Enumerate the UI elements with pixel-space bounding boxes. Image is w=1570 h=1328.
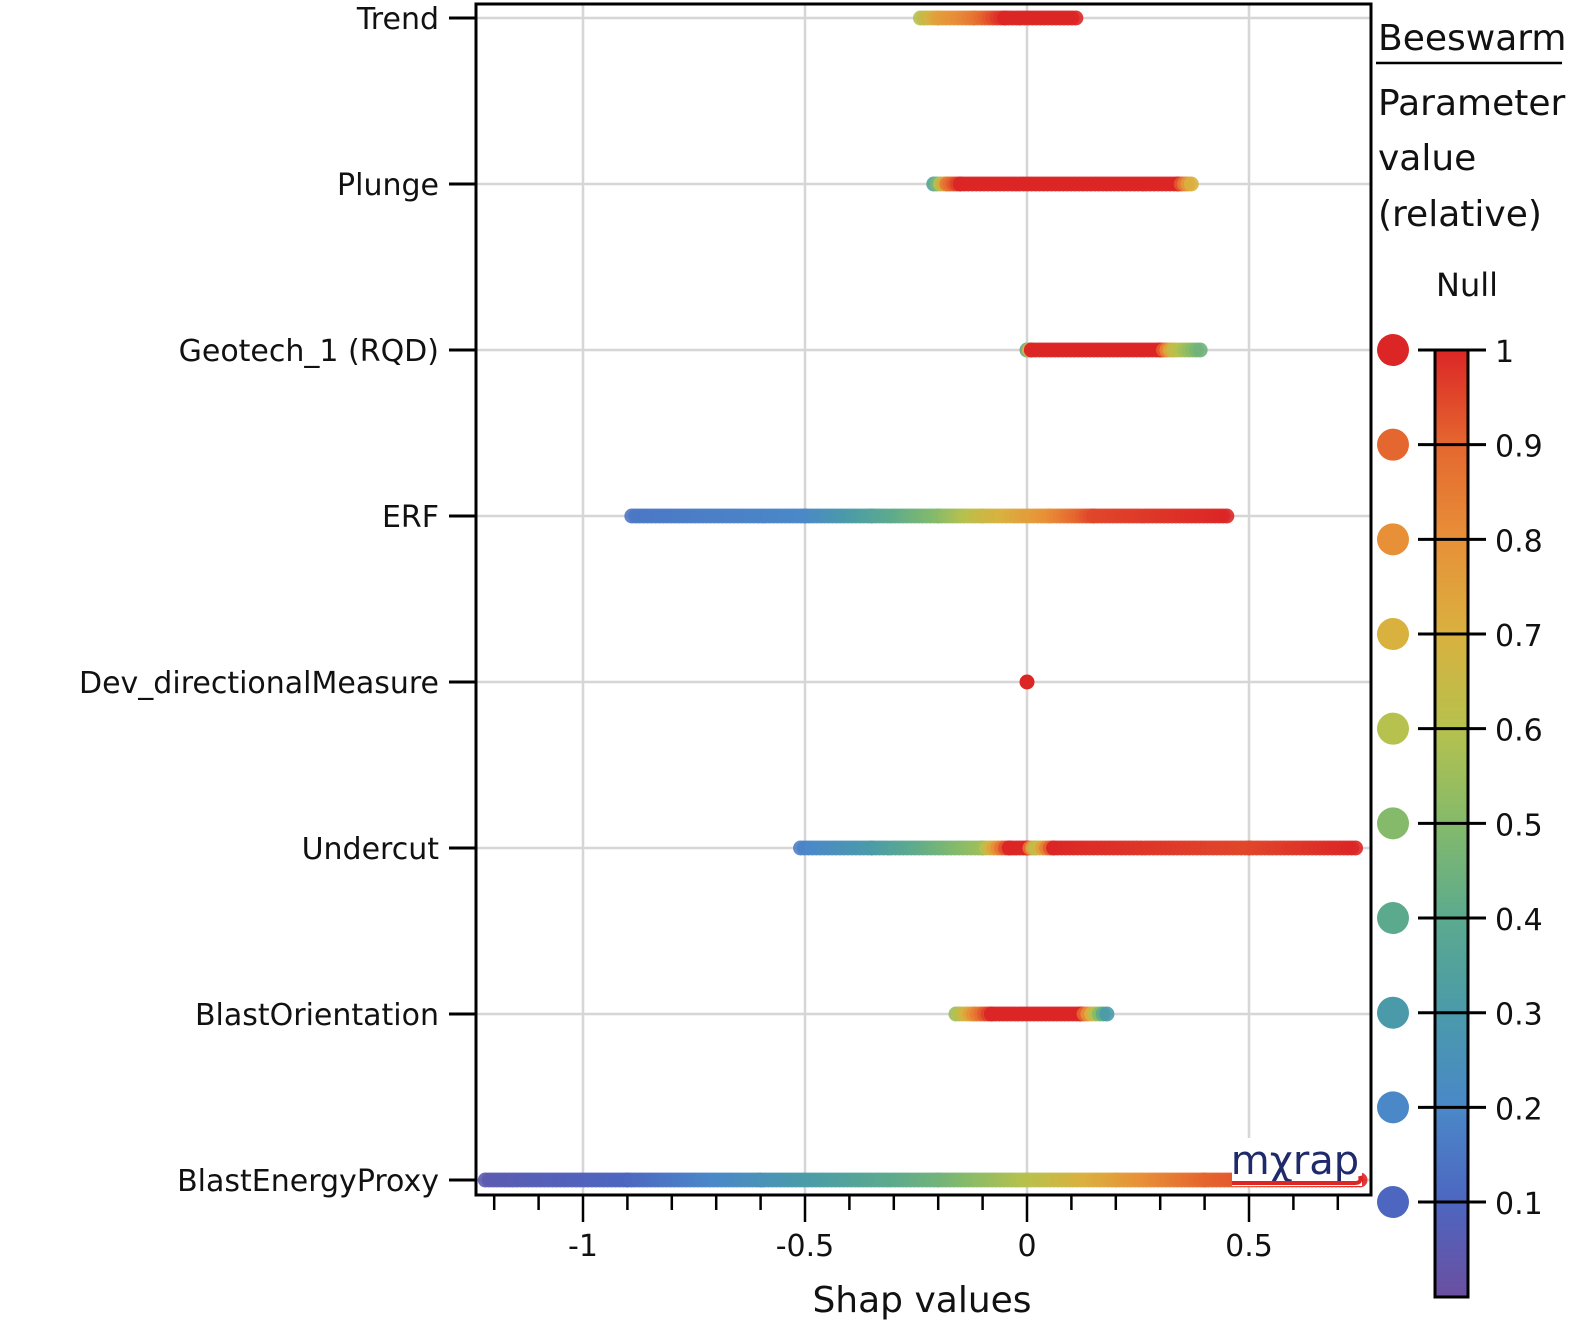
- legend-swatch: [1377, 1091, 1409, 1124]
- logo-text: mχrap: [1231, 1138, 1359, 1184]
- legend-swatch: [1377, 902, 1409, 935]
- data-point: [1192, 342, 1208, 358]
- colorbar-tick-label: 0.1: [1495, 1187, 1543, 1222]
- x-tick-label: -0.5: [776, 1229, 835, 1264]
- plot-frame: [474, 2, 1373, 1197]
- legend-subtitle-1: Parameter: [1378, 83, 1565, 124]
- data-point: [1068, 10, 1084, 26]
- legend-swatch: [1377, 428, 1409, 461]
- y-tick-label: Undercut: [302, 832, 440, 867]
- data-point: [1019, 674, 1035, 690]
- legend-swatch: [1377, 523, 1409, 556]
- x-tick-label: 0: [1017, 1229, 1036, 1264]
- y-tick-label: BlastEnergyProxy: [177, 1164, 439, 1199]
- legend-null-label: Null: [1436, 266, 1498, 304]
- legend-swatch: [1377, 807, 1409, 840]
- colorbar-tick-label: 1: [1495, 335, 1514, 370]
- legend-swatch: [1377, 334, 1409, 366]
- colorbar-tick-label: 0.6: [1495, 714, 1543, 749]
- x-axis-label: Shap values: [812, 1280, 1031, 1321]
- legend-swatch: [1377, 996, 1409, 1029]
- x-tick-label: -1: [568, 1229, 598, 1264]
- x-axis: -1 -0.5 0 0.5: [492, 1195, 1340, 1264]
- data-point: [1348, 840, 1364, 856]
- data-points: [477, 10, 1368, 1188]
- grid: [476, 4, 1371, 1195]
- y-tick-label: Dev_directionalMeasure: [79, 666, 439, 701]
- y-tick-label: ERF: [382, 500, 439, 535]
- legend: Beeswarm Parameter value (relative) Null…: [1376, 18, 1567, 1299]
- x-tick-label: 0.5: [1225, 1229, 1273, 1264]
- y-tick-label: Geotech_1 (RQD): [179, 334, 439, 369]
- data-point: [1219, 508, 1235, 524]
- legend-title: Beeswarm: [1378, 18, 1567, 59]
- colorbar-tick-label: 0.7: [1495, 619, 1543, 654]
- colorbar-tick-label: 0.3: [1495, 998, 1543, 1033]
- y-tick-label: BlastOrientation: [195, 998, 439, 1033]
- y-axis: Trend Plunge Geotech_1 (RQD) ERF Dev_directi…: [79, 2, 476, 1199]
- legend-swatch: [1377, 1186, 1409, 1219]
- y-tick-label: Trend: [356, 2, 439, 37]
- legend-swatch: [1377, 712, 1409, 745]
- colorbar-tick-label: 0.2: [1495, 1092, 1543, 1127]
- colorbar-tick-label: 0.4: [1495, 903, 1543, 938]
- colorbar-tick-label: 0.8: [1495, 524, 1543, 559]
- data-point: [1183, 176, 1199, 192]
- colorbar-tick-label: 0.5: [1495, 808, 1543, 843]
- legend-subtitle-2: value: [1378, 138, 1476, 179]
- logo: mχrap: [1231, 1138, 1363, 1186]
- data-point: [1099, 1006, 1115, 1022]
- legend-subtitle-3: (relative): [1378, 194, 1542, 235]
- y-tick-label: Plunge: [337, 168, 439, 203]
- colorbar-tick-label: 0.9: [1495, 430, 1543, 465]
- legend-swatch: [1377, 618, 1409, 651]
